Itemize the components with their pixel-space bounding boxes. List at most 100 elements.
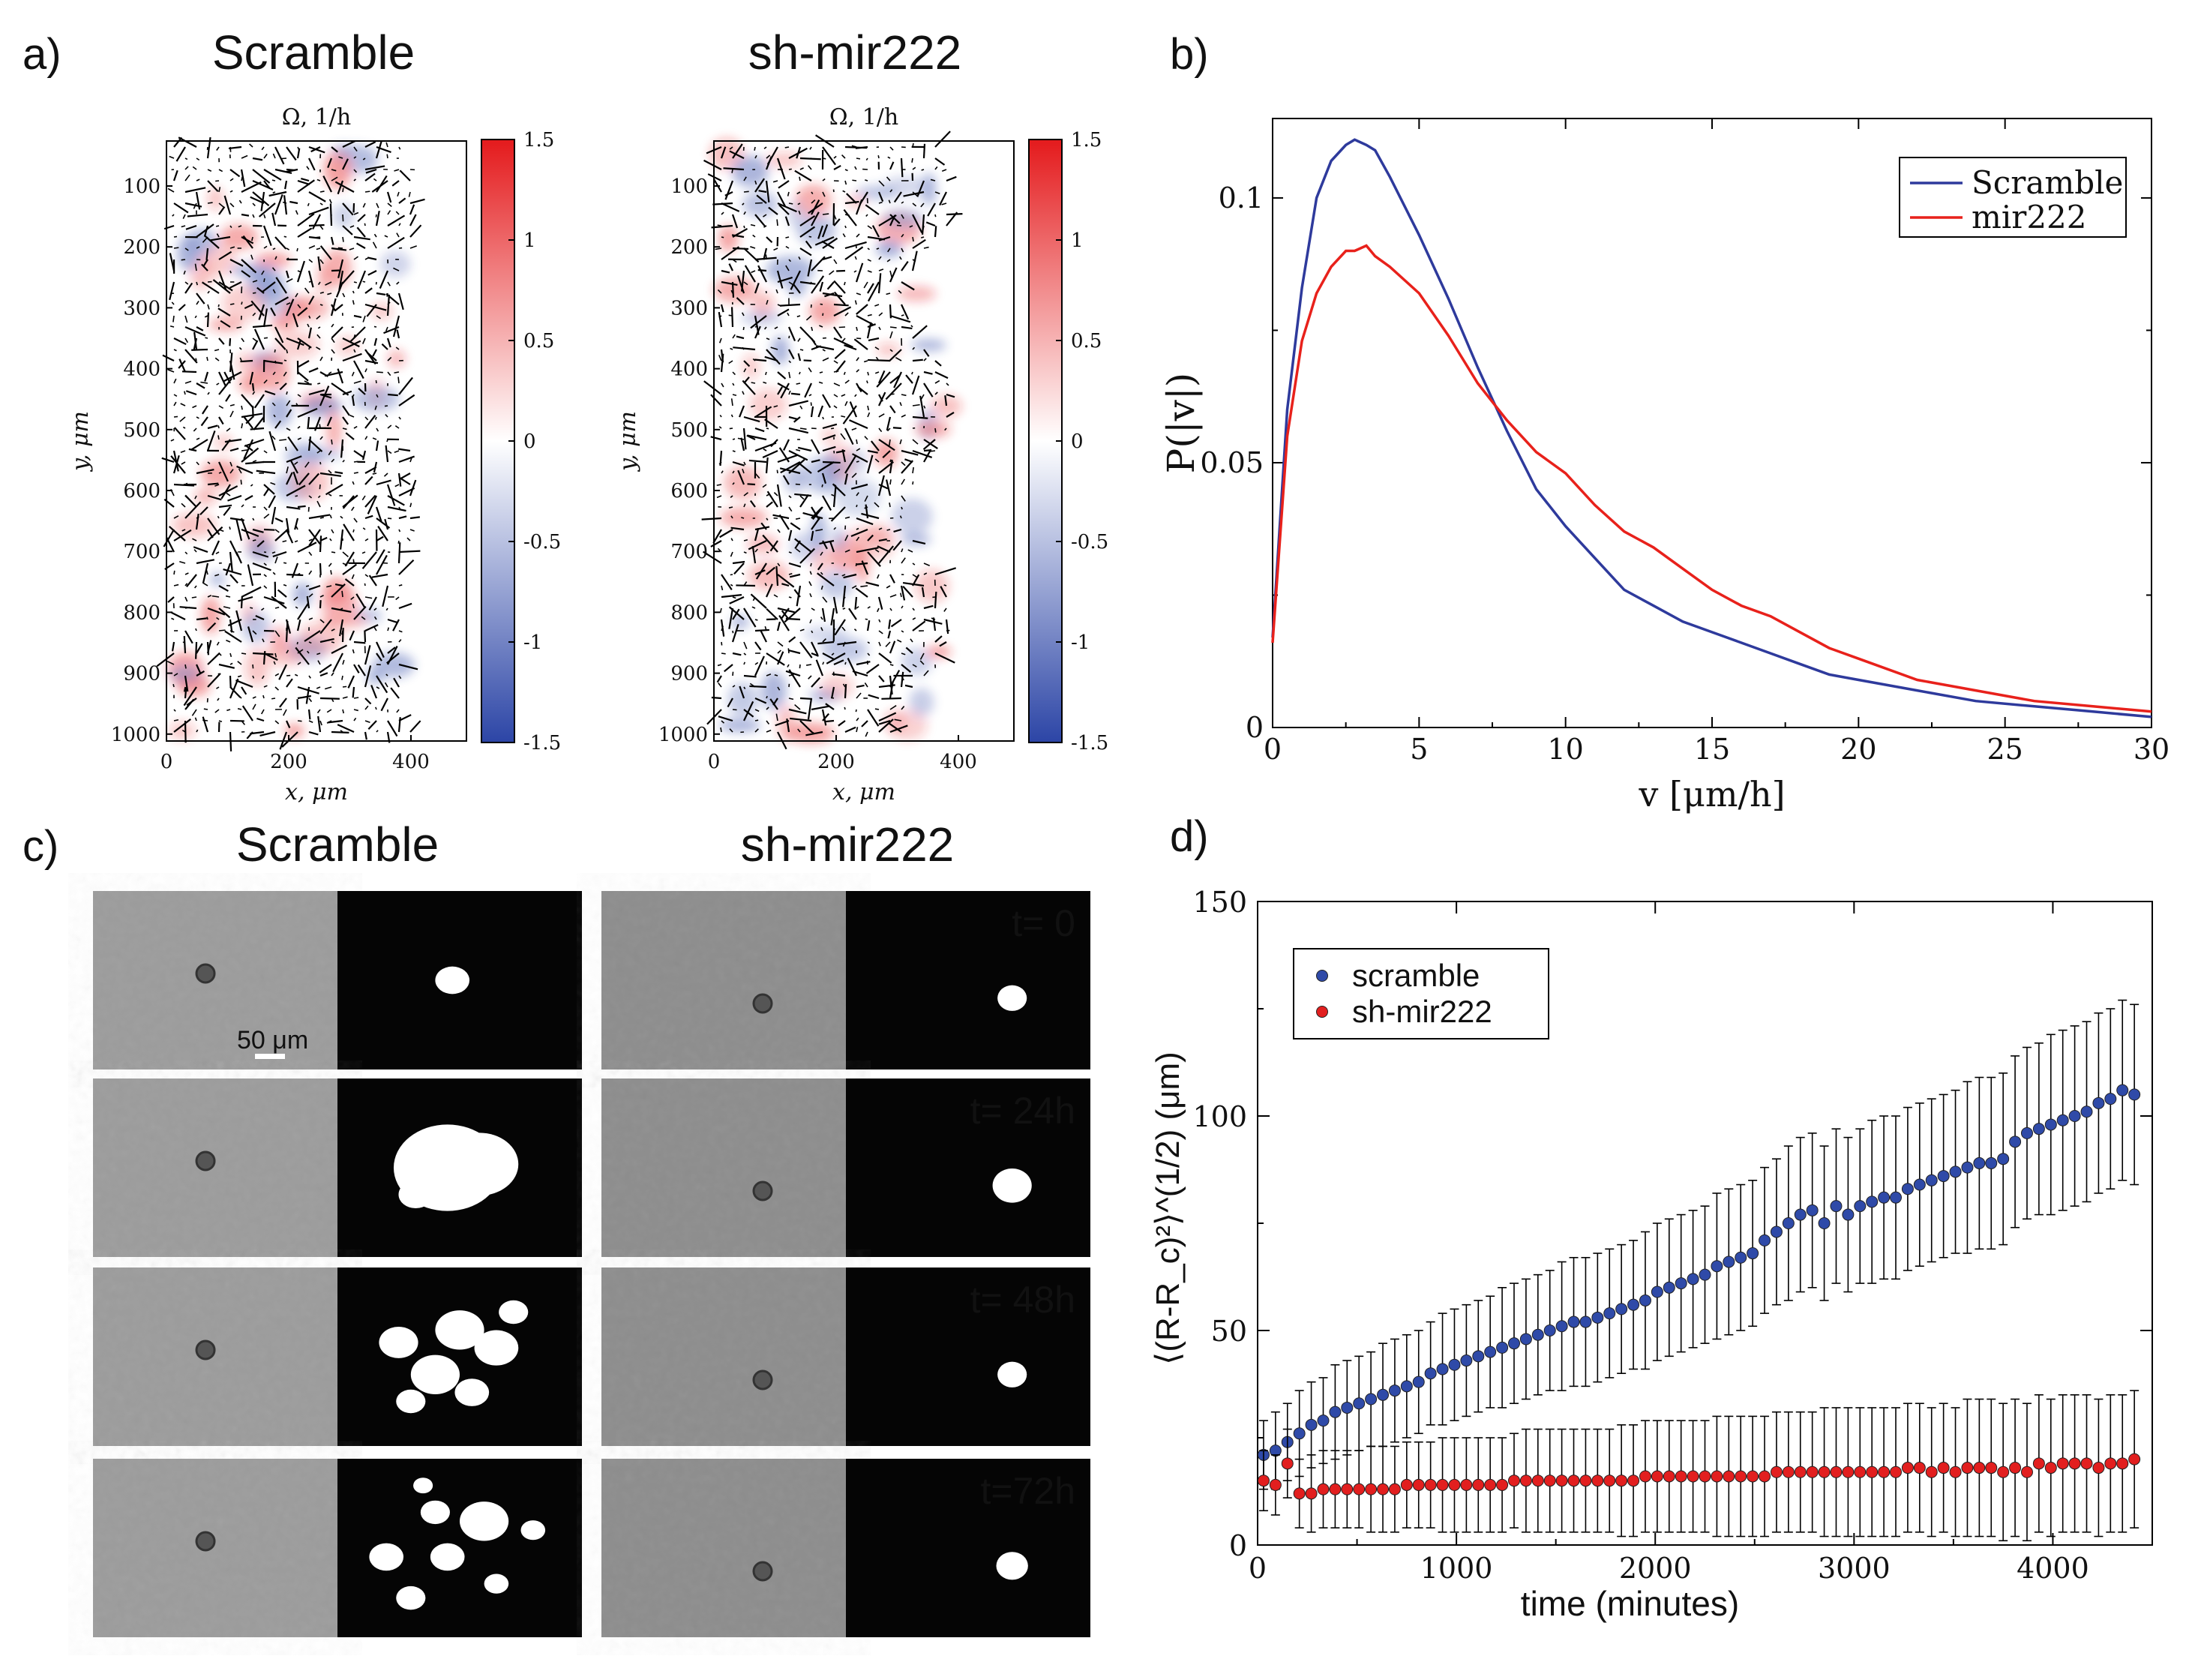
velocity-arrow — [811, 338, 817, 346]
velocity-arrow — [736, 274, 745, 294]
velocity-arrow — [394, 450, 400, 453]
velocity-arrow — [207, 652, 220, 665]
velocity-arrow — [341, 590, 343, 598]
velocity-arrow — [946, 393, 955, 398]
velocity-arrow — [776, 621, 781, 632]
velocity-arrow — [252, 292, 256, 294]
velocity-arrow — [808, 367, 812, 373]
velocity-arrow — [364, 476, 373, 485]
velocity-arrow — [364, 720, 370, 723]
velocity-arrow — [342, 340, 361, 350]
velocity-arrow — [326, 416, 333, 427]
velocity-arrow — [781, 583, 790, 587]
velocity-arrow — [229, 281, 242, 289]
velocity-arrow — [376, 428, 379, 432]
velocity-arrow — [889, 161, 895, 170]
velocity-arrow — [766, 720, 770, 724]
velocity-arrow — [910, 325, 913, 328]
velocity-arrow — [766, 338, 770, 340]
velocity-arrow — [241, 394, 254, 409]
velocity-arrow — [376, 536, 384, 542]
velocity-arrow — [788, 349, 795, 360]
velocity-arrow — [211, 595, 220, 598]
velocity-arrow — [225, 562, 232, 576]
velocity-arrow — [214, 484, 220, 487]
velocity-arrow — [352, 529, 355, 532]
velocity-arrow — [842, 608, 846, 610]
velocity-arrow — [790, 270, 801, 290]
velocity-arrow — [241, 213, 250, 217]
velocity-arrow — [778, 447, 790, 463]
velocity-arrow — [235, 610, 243, 632]
velocity-arrow — [878, 236, 891, 242]
velocity-arrow — [319, 484, 321, 490]
velocity-arrow — [201, 281, 220, 294]
x-tick-label: 400 — [940, 751, 977, 773]
velocity-arrow — [874, 458, 880, 463]
velocity-arrow — [200, 381, 208, 384]
velocity-arrow — [912, 325, 928, 339]
velocity-arrow — [815, 529, 823, 532]
velocity-arrow — [259, 730, 276, 737]
velocity-arrow — [184, 338, 189, 344]
velocity-arrow — [308, 730, 319, 736]
velocity-arrow — [207, 304, 210, 310]
data-point — [1555, 1320, 1568, 1333]
velocity-arrow — [274, 296, 289, 305]
velocity-arrow — [901, 548, 904, 553]
velocity-arrow — [376, 641, 385, 658]
data-point — [1949, 1466, 1962, 1478]
velocity-arrow — [912, 608, 915, 611]
velocity-arrow — [853, 338, 868, 350]
velocity-arrow — [763, 326, 767, 330]
velocity-arrow — [731, 214, 739, 229]
velocity-arrow — [342, 696, 348, 699]
velocity-arrow — [284, 180, 288, 190]
x-tick-label: 400 — [392, 751, 430, 773]
velocity-arrow — [297, 394, 301, 398]
velocity-arrow — [889, 459, 893, 474]
velocity-arrow — [207, 180, 219, 193]
panel-b-letter: b) — [1170, 30, 1209, 79]
velocity-arrow — [305, 686, 310, 704]
velocity-arrow — [799, 494, 809, 508]
velocity-arrow — [799, 248, 812, 256]
velocity-arrow — [718, 426, 722, 429]
velocity-arrow — [409, 502, 412, 508]
velocity-arrow — [353, 605, 367, 620]
velocity-arrow — [912, 416, 928, 419]
velocity-arrow — [716, 484, 722, 486]
velocity-arrow — [273, 661, 276, 665]
velocity-arrow — [851, 428, 857, 431]
velocity-arrow — [788, 416, 798, 421]
velocity-arrow — [316, 334, 321, 339]
velocity-arrow — [844, 312, 849, 316]
velocity-arrow — [286, 168, 298, 173]
velocity-arrow — [325, 281, 332, 286]
velocity-arrow — [867, 225, 873, 230]
y-tick-label: 700 — [123, 541, 160, 563]
velocity-arrow — [307, 327, 312, 339]
velocity-arrow — [387, 281, 391, 286]
velocity-arrow — [710, 436, 722, 441]
velocity-arrow — [252, 460, 257, 463]
vorticity-blob — [742, 191, 778, 218]
velocity-arrow — [830, 608, 835, 626]
velocity-arrow — [364, 359, 379, 364]
velocity-arrow — [865, 731, 868, 737]
velocity-arrow — [307, 436, 312, 452]
velocity-arrow — [194, 315, 197, 319]
velocity-arrow — [214, 357, 220, 362]
velocity-arrow — [355, 593, 366, 609]
velocity-arrow — [306, 166, 310, 170]
velocity-arrow — [811, 199, 816, 204]
velocity-arrow — [730, 398, 733, 406]
velocity-arrow — [350, 596, 355, 600]
velocity-arrow — [878, 312, 883, 316]
velocity-arrow — [342, 459, 345, 463]
velocity-arrow — [260, 608, 265, 611]
velocity-arrow — [229, 678, 239, 699]
velocity-arrow — [262, 638, 265, 643]
velocity-arrow — [878, 652, 892, 664]
velocity-arrow — [268, 495, 276, 508]
